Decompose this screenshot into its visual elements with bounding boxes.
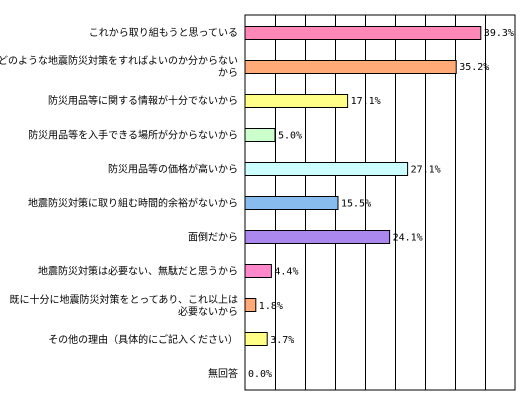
value-label-7: 4.4% xyxy=(274,267,298,278)
category-label-line: から xyxy=(218,67,238,79)
bar-5 xyxy=(244,196,339,210)
category-label-line: どのような地震防災対策をすればよいのか分からない xyxy=(0,54,238,67)
category-label-line: 面倒だから xyxy=(188,232,238,244)
value-label-2: 17.1% xyxy=(351,96,381,107)
category-label-3: 防災用品等を入手できる場所が分からないから xyxy=(28,128,238,141)
bar-4 xyxy=(244,162,409,176)
category-label-0: これから取り組もうと思っている xyxy=(89,26,238,39)
category-label-8: 既に十分に地震防災対策をとってあり、これ以上は必要ないから xyxy=(10,293,239,318)
category-label-line: 無回答 xyxy=(208,367,238,380)
value-label-1: 35.2% xyxy=(459,62,489,73)
category-label-line: 既に十分に地震防災対策をとってあり、これ以上は xyxy=(10,293,239,306)
category-label-line: 防災用品等を入手できる場所が分からないから xyxy=(28,128,238,141)
bar-9 xyxy=(244,332,268,346)
category-label-7: 地震防災対策は必要ない、無駄だと思うから xyxy=(38,265,238,278)
bar-8 xyxy=(244,298,257,312)
category-label-line: その他の理由（具体的にご記入ください） xyxy=(48,333,238,346)
category-label-9: その他の理由（具体的にご記入ください） xyxy=(48,333,238,346)
bar-6 xyxy=(244,230,391,244)
value-label-3: 5.0% xyxy=(278,130,302,141)
category-label-6: 面倒だから xyxy=(188,232,238,244)
bar-3 xyxy=(244,128,276,142)
value-label-6: 24.1% xyxy=(393,233,423,244)
value-label-0: 39.3% xyxy=(484,28,514,39)
value-label-10: 0.0% xyxy=(248,369,272,380)
value-label-4: 27.1% xyxy=(411,164,441,175)
category-label-line: 地震防災対策に取り組む時間的余裕がないから xyxy=(28,197,238,210)
category-label-line: 防災用品等の価格が高いから xyxy=(108,162,238,175)
category-label-line: 防災用品等に関する情報が十分でないから xyxy=(48,94,238,107)
bar-2 xyxy=(244,94,349,108)
value-label-9: 3.7% xyxy=(270,335,294,346)
category-label-line: これから取り組もうと思っている xyxy=(89,26,238,39)
category-label-4: 防災用品等の価格が高いから xyxy=(108,162,238,175)
category-label-2: 防災用品等に関する情報が十分でないから xyxy=(48,94,238,107)
category-label-1: どのような地震防災対策をすればよいのか分からないから xyxy=(0,54,238,79)
value-label-8: 1.8% xyxy=(259,301,283,312)
bar-0 xyxy=(244,26,482,40)
bar-1 xyxy=(244,60,457,74)
category-label-line: 地震防災対策は必要ない、無駄だと思うから xyxy=(38,265,238,278)
category-label-5: 地震防災対策に取り組む時間的余裕がないから xyxy=(28,197,238,210)
category-label-10: 無回答 xyxy=(208,367,238,380)
category-label-line: 必要ないから xyxy=(178,305,238,318)
bar-7 xyxy=(244,264,272,278)
value-label-5: 15.5% xyxy=(341,199,371,210)
